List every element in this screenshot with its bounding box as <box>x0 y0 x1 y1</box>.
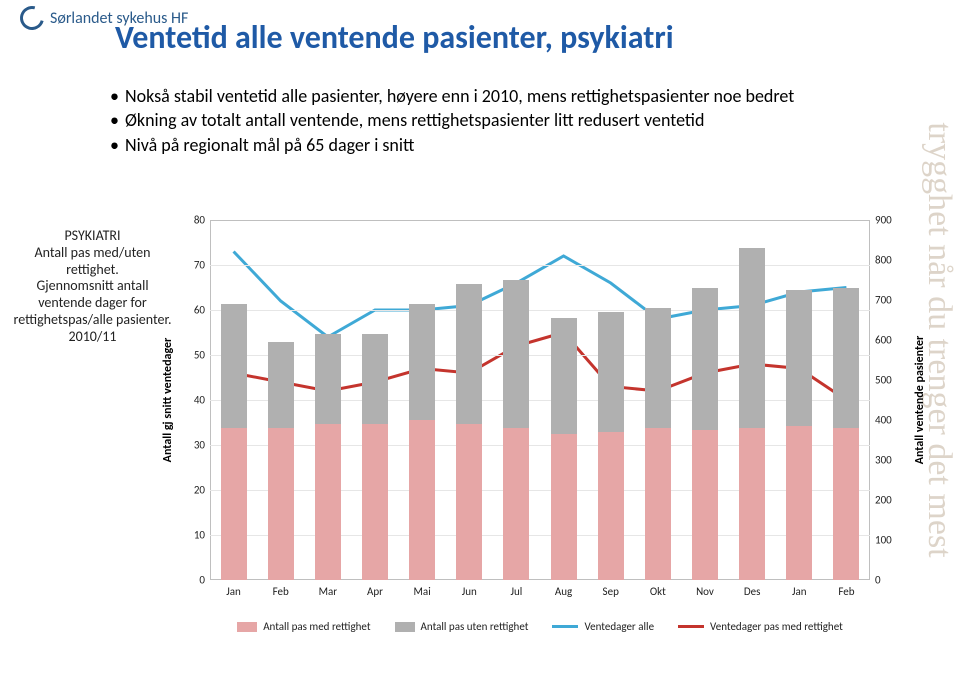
category-label: Jun <box>449 585 489 598</box>
y-right-tick-label: 300 <box>875 454 905 467</box>
legend-swatch <box>678 625 704 628</box>
bar-uten-rettighet <box>362 334 388 424</box>
gridline <box>210 445 870 446</box>
category-label: Feb <box>261 585 301 598</box>
legend-item: Ventedager pas med rettighet <box>678 620 843 633</box>
bar-uten-rettighet <box>739 248 765 428</box>
desc-line: PSYKIATRI <box>10 228 175 245</box>
legend-label: Ventedager pas med rettighet <box>710 620 843 633</box>
y-left-tick-label: 70 <box>175 259 205 272</box>
chart-description: PSYKIATRI Antall pas med/uten rettighet.… <box>10 228 175 346</box>
y-left-tick-label: 20 <box>175 484 205 497</box>
bar-med-rettighet <box>692 430 718 580</box>
category-label: Aug <box>544 585 584 598</box>
y-right-tick-label: 0 <box>875 574 905 587</box>
chart-legend: Antall pas med rettighet Antall pas uten… <box>210 620 870 633</box>
bar-uten-rettighet <box>315 334 341 424</box>
category-label: Mai <box>402 585 442 598</box>
bar-uten-rettighet <box>833 288 859 428</box>
y-right-axis-title: Antall ventende pasienter <box>913 336 927 465</box>
chart-plot-area: 0102030405060708001002003004005006007008… <box>210 220 870 580</box>
category-label: Apr <box>355 585 395 598</box>
y-right-tick-label: 900 <box>875 214 905 227</box>
legend-label: Ventedager alle <box>584 620 654 633</box>
desc-line: Gjennomsnitt antall <box>10 278 175 295</box>
bar-uten-rettighet <box>221 304 247 428</box>
bullet-item: Nokså stabil ventetid alle pasienter, hø… <box>110 84 794 108</box>
gridline <box>210 310 870 311</box>
bar-med-rettighet <box>786 426 812 580</box>
y-right-tick-label: 200 <box>875 494 905 507</box>
y-left-axis-title: Antall gj snitt ventedager <box>161 338 175 463</box>
y-right-tick-label: 700 <box>875 294 905 307</box>
y-right-tick-label: 600 <box>875 334 905 347</box>
y-left-tick-label: 10 <box>175 529 205 542</box>
desc-line: rettighetspas/alle pasienter. <box>10 312 175 329</box>
y-left-tick-label: 60 <box>175 304 205 317</box>
category-label: Sep <box>591 585 631 598</box>
gridline <box>210 490 870 491</box>
desc-line: Antall pas med/uten <box>10 245 175 262</box>
desc-line: ventende dager for <box>10 295 175 312</box>
legend-item: Antall pas uten rettighet <box>395 620 529 633</box>
y-left-tick-label: 40 <box>175 394 205 407</box>
y-left-tick-label: 80 <box>175 214 205 227</box>
legend-swatch <box>395 622 415 632</box>
category-label: Nov <box>685 585 725 598</box>
bar-med-rettighet <box>503 428 529 580</box>
gridline <box>210 400 870 401</box>
bar-med-rettighet <box>739 428 765 580</box>
chart-region: PSYKIATRI Antall pas med/uten rettighet.… <box>10 220 950 650</box>
gridline <box>210 355 870 356</box>
bar-med-rettighet <box>362 424 388 580</box>
category-label: Jan <box>214 585 254 598</box>
bar-uten-rettighet <box>503 280 529 428</box>
y-left-tick-label: 0 <box>175 574 205 587</box>
gridline <box>210 535 870 536</box>
bar-med-rettighet <box>456 424 482 580</box>
category-label: Jan <box>779 585 819 598</box>
category-label: Feb <box>826 585 866 598</box>
bar-med-rettighet <box>833 428 859 580</box>
y-right-tick-label: 400 <box>875 414 905 427</box>
y-left-tick-label: 50 <box>175 349 205 362</box>
legend-label: Antall pas med rettighet <box>263 620 370 633</box>
legend-swatch <box>237 622 257 632</box>
y-right-tick-label: 800 <box>875 254 905 267</box>
bullet-list: Nokså stabil ventetid alle pasienter, hø… <box>70 84 794 157</box>
bar-med-rettighet <box>315 424 341 580</box>
y-left-tick-label: 30 <box>175 439 205 452</box>
bar-uten-rettighet <box>692 288 718 430</box>
bar-med-rettighet <box>598 432 624 580</box>
category-label: Okt <box>638 585 678 598</box>
bar-med-rettighet <box>409 420 435 580</box>
category-label: Jul <box>496 585 536 598</box>
slide-title: Ventetid alle ventende pasienter, psykia… <box>115 18 674 57</box>
bullet-item: Nivå på regionalt mål på 65 dager i snit… <box>110 133 794 157</box>
legend-item: Antall pas med rettighet <box>237 620 370 633</box>
y-right-tick-label: 100 <box>875 534 905 547</box>
category-label: Des <box>732 585 772 598</box>
legend-label: Antall pas uten rettighet <box>421 620 529 633</box>
category-label: Mar <box>308 585 348 598</box>
bar-uten-rettighet <box>645 308 671 428</box>
bar-uten-rettighet <box>456 284 482 424</box>
bar-uten-rettighet <box>409 304 435 420</box>
bullet-item: Økning av totalt antall ventende, mens r… <box>110 108 794 132</box>
bar-med-rettighet <box>221 428 247 580</box>
y-right-tick-label: 500 <box>875 374 905 387</box>
bar-uten-rettighet <box>598 312 624 432</box>
bar-uten-rettighet <box>551 318 577 434</box>
legend-swatch <box>552 625 578 628</box>
desc-line: rettighet. <box>10 262 175 279</box>
logo-icon <box>16 2 49 35</box>
gridline <box>210 265 870 266</box>
bar-med-rettighet <box>645 428 671 580</box>
bar-uten-rettighet <box>268 342 294 428</box>
legend-item: Ventedager alle <box>552 620 654 633</box>
bar-uten-rettighet <box>786 290 812 426</box>
desc-line: 2010/11 <box>10 329 175 346</box>
bar-med-rettighet <box>551 434 577 580</box>
bar-med-rettighet <box>268 428 294 580</box>
